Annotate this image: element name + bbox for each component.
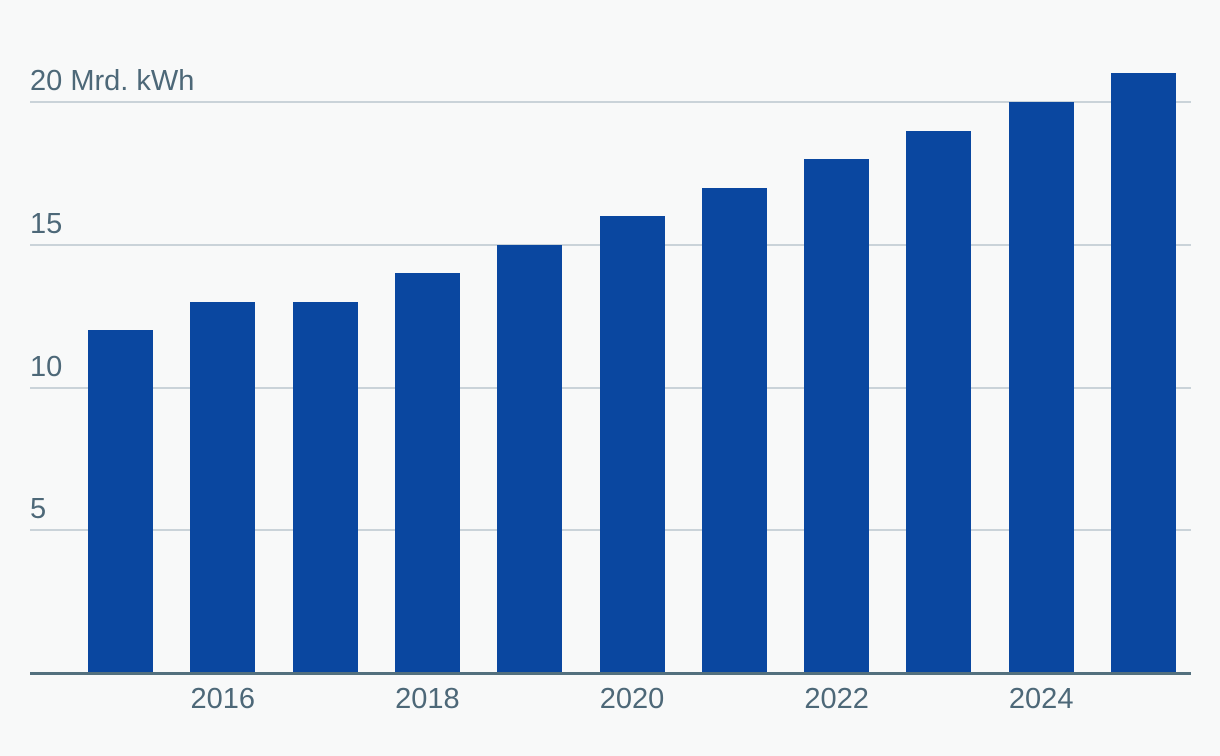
x-tick-label-2020: 2020 <box>599 683 665 715</box>
x-tick-label-2018: 2018 <box>395 683 460 715</box>
x-tick-label-2022: 2022 <box>804 683 869 715</box>
bar-2016 <box>190 301 256 673</box>
bar-2024 <box>1008 102 1074 673</box>
y-tick-label-5: 5 <box>30 493 47 526</box>
bar-2022 <box>804 159 870 673</box>
bar-2020 <box>599 216 665 673</box>
bar-2023 <box>906 130 972 673</box>
bar-2021 <box>701 187 767 673</box>
bar-2025 <box>1111 73 1176 673</box>
bar-2017 <box>292 301 358 673</box>
y-tick-label-15: 15 <box>30 207 63 240</box>
bar-2019 <box>497 244 563 674</box>
bar-2015 <box>88 330 153 673</box>
x-axis-line <box>30 672 1191 675</box>
bar-2018 <box>394 273 460 673</box>
y-tick-label-10: 10 <box>30 350 63 383</box>
x-tick-label-2024: 2024 <box>1008 683 1074 715</box>
gridline-20 <box>30 101 1191 103</box>
y-tick-label-20: 20 Mrd. kWh <box>30 65 195 97</box>
x-tick-label-2016: 2016 <box>190 683 256 715</box>
